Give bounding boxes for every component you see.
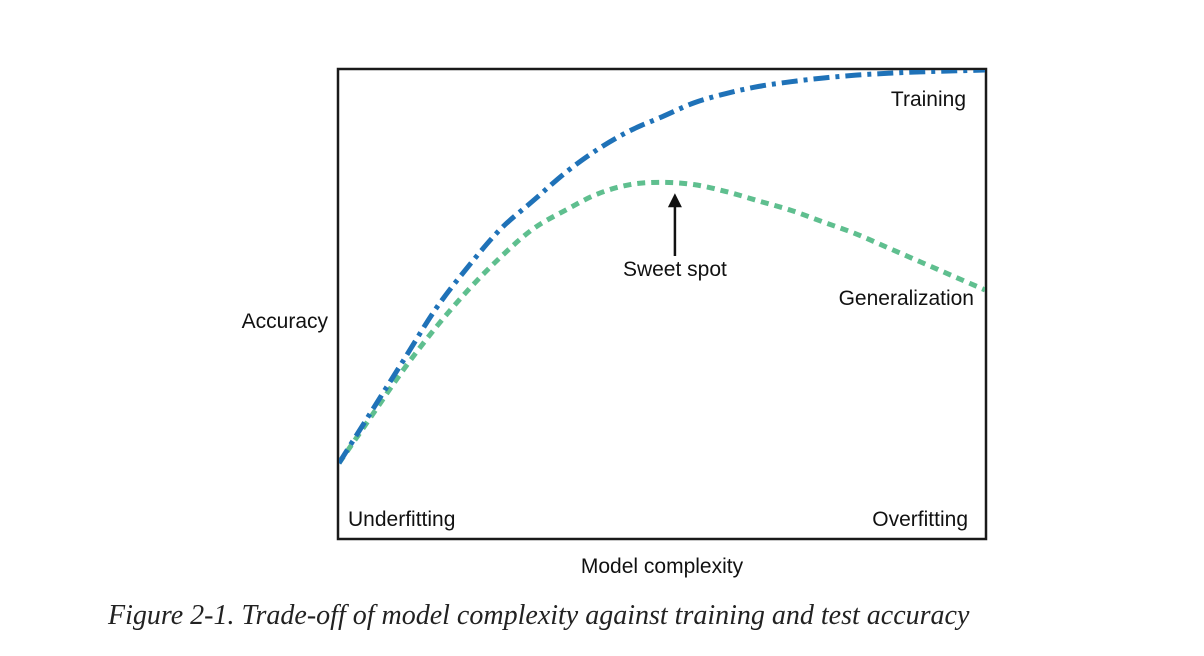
generalization-curve	[339, 179, 985, 465]
overfitting-label: Overfitting	[872, 508, 968, 531]
plot-frame	[336, 67, 988, 541]
underfitting-label: Underfitting	[348, 508, 455, 531]
generalization-series-label: Generalization	[839, 287, 974, 310]
sweet-spot-label: Sweet spot	[623, 258, 727, 281]
sweet-spot-arrowhead	[667, 193, 682, 208]
y-axis-label: Accuracy	[242, 310, 329, 333]
training-curve	[339, 70, 985, 465]
figure-caption: Figure 2-1. Trade-off of model complexit…	[108, 600, 970, 631]
training-series-label: Training	[891, 88, 966, 111]
x-axis-label: Model complexity	[581, 555, 744, 578]
